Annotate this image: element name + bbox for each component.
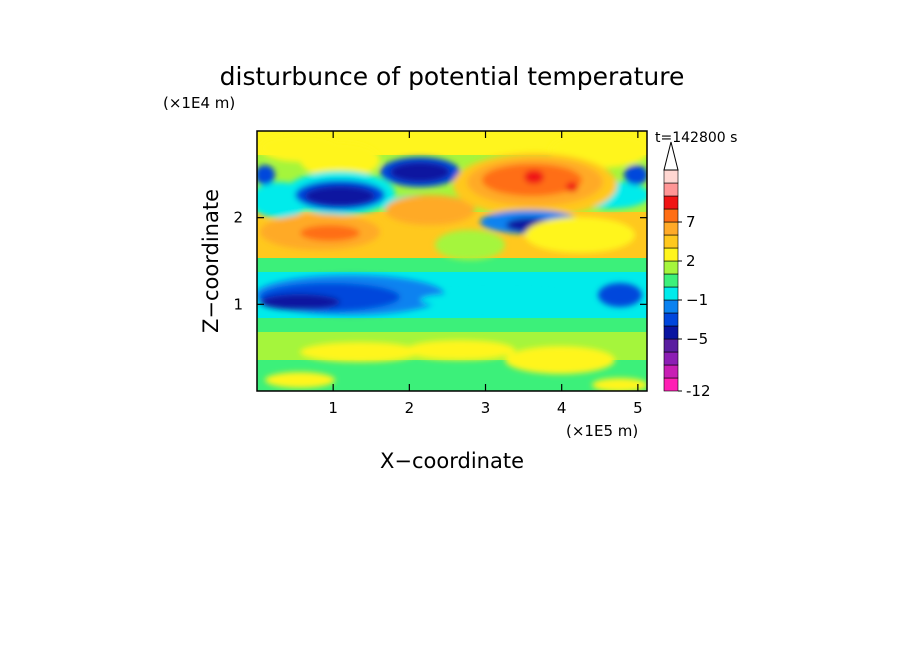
colorbar-segment	[663, 299, 679, 314]
x-unit-label: (×1E5 m)	[566, 422, 638, 440]
y-unit-label: (×1E4 m)	[163, 94, 235, 112]
field-blob	[300, 342, 420, 362]
colorbar-segment	[663, 169, 679, 184]
field-blob	[435, 230, 505, 260]
x-tick-label: 2	[405, 399, 415, 417]
field-blob	[420, 292, 580, 308]
x-ticks: 1 2 3 4 5	[328, 131, 643, 417]
field-blob	[385, 195, 475, 225]
field-blob	[566, 182, 578, 192]
field-blob	[592, 378, 647, 391]
field-blob	[524, 170, 544, 184]
field-blob	[265, 372, 335, 388]
colorbar-segment	[663, 273, 679, 288]
colorbar-segment	[663, 182, 679, 197]
chart-title: disturbunce of potential temperature	[220, 62, 685, 91]
colorbar-segment	[663, 364, 679, 379]
field-blobs	[257, 132, 647, 391]
x-tick-label: 4	[557, 399, 567, 417]
time-annotation: t=142800 s	[655, 130, 737, 146]
y-ticks: 12	[233, 209, 647, 313]
band	[257, 258, 647, 274]
colorbar-segment	[663, 234, 679, 249]
colorbar-segment	[663, 325, 679, 340]
field-blob	[525, 217, 635, 253]
colorbar-segment	[663, 351, 679, 366]
y-tick-label: 1	[233, 295, 243, 313]
field-blob	[624, 165, 647, 185]
field-blob	[260, 134, 340, 162]
colorbar-segment	[663, 208, 679, 223]
colorbar: -12 −5 −1 2 7	[663, 141, 711, 400]
colorbar-segment	[663, 195, 679, 210]
colorbar-extend-arrow	[663, 141, 679, 171]
x-tick-label: 3	[481, 399, 491, 417]
colorbar-segment	[663, 377, 679, 392]
plot-frame	[256, 130, 648, 392]
field-blob	[390, 162, 450, 182]
y-axis-label: Z−coordinate	[199, 189, 223, 333]
colorbar-label: −1	[686, 291, 708, 309]
colorbar-label: −5	[686, 330, 708, 348]
colorbar-label: 2	[686, 252, 696, 270]
field-blob	[257, 165, 275, 185]
field-blob	[300, 225, 360, 241]
colorbar-segment	[663, 286, 679, 301]
field-blob	[505, 346, 615, 374]
plot-area	[257, 131, 647, 391]
field-blob	[305, 186, 375, 206]
x-axis-label: X−coordinate	[380, 449, 524, 473]
colorbar-label: -12	[686, 382, 711, 400]
colorbar-segment	[663, 221, 679, 236]
field-blob	[405, 340, 515, 360]
colorbar-segment	[663, 338, 679, 353]
colorbar-label: 7	[686, 213, 696, 231]
colorbar-segment	[663, 247, 679, 262]
field-blob	[260, 294, 340, 310]
x-tick-label: 5	[633, 399, 643, 417]
x-tick-label: 1	[328, 399, 338, 417]
y-tick-label: 2	[233, 209, 243, 227]
band	[257, 318, 647, 332]
colorbar-segment	[663, 260, 679, 275]
field-blob	[598, 283, 642, 307]
colorbar-segment	[663, 312, 679, 327]
